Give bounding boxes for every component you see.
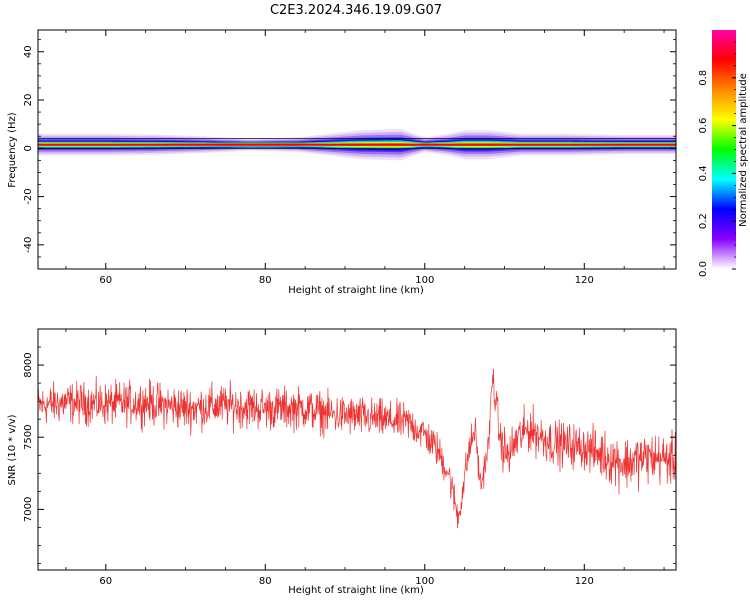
colorbar-ticks: 0.0 0.2 0.4 0.6 0.8 [698, 41, 736, 277]
spectrogram-frame [37, 29, 677, 270]
spectrogram-panel: 60 80 100 120 -40 -20 0 20 40 Height of straight… [7, 29, 677, 296]
colorbar-tick-label: 0.6 [698, 118, 709, 134]
spectrogram-y-tick-label: -20 [23, 188, 34, 204]
colorbar-label: Normalized spectral amplitude [738, 73, 749, 227]
snr-x-tick-label: 100 [415, 576, 434, 587]
spectrogram-x-axis-label: Height of straight line (km) [288, 285, 424, 296]
snr-series-line [38, 368, 676, 529]
snr-x-tick-label: 60 [99, 576, 112, 587]
snr-y-tick-label: 8000 [23, 352, 34, 377]
spectrogram-y-tick-label: -40 [23, 237, 34, 253]
colorbar: 0.0 0.2 0.4 0.6 0.8 Normalized spectral ampl… [698, 30, 749, 277]
spectrogram-x-tick-label: 60 [99, 275, 112, 286]
spectrogram-x-tick-label: 120 [575, 275, 594, 286]
colorbar-scale [712, 30, 736, 269]
colorbar-tick-label: 0.8 [698, 70, 709, 86]
spectrogram-band-9 [38, 143, 676, 146]
snr-y-tick-label: 7000 [23, 497, 34, 522]
spectrogram-image [38, 129, 676, 161]
snr-ticks: 60 80 100 120 7000 7500 8000 [23, 328, 676, 587]
snr-panel: 60 80 100 120 7000 7500 8000 Height of straigh… [7, 328, 677, 596]
snr-frame [37, 328, 677, 571]
spectrogram-x-tick-label: 80 [259, 275, 272, 286]
snr-y-tick-label: 7500 [23, 425, 34, 450]
snr-y-axis-label: SNR (10 * v/v) [7, 414, 18, 485]
colorbar-tick-label: 0.0 [698, 261, 709, 277]
snr-x-tick-label: 80 [259, 576, 272, 587]
spectrogram-y-tick-label: 40 [23, 45, 34, 58]
snr-x-tick-label: 120 [575, 576, 594, 587]
colorbar-tick-label: 0.2 [698, 213, 709, 229]
figure-title: C2E3.2024.346.19.09.G07 [270, 3, 442, 18]
spectrogram-ticks: 60 80 100 120 -40 -20 0 20 40 [23, 30, 676, 286]
snr-x-axis-label: Height of straight line (km) [288, 585, 424, 596]
colorbar-tick-label: 0.4 [698, 165, 709, 181]
spectrogram-y-tick-label: 20 [23, 94, 34, 107]
spectrogram-y-tick-label: 0 [23, 145, 34, 151]
spectrogram-y-axis-label: Frequency (Hz) [7, 112, 18, 188]
snr-plot-area [38, 329, 676, 570]
spectrogram-x-tick-label: 100 [415, 275, 434, 286]
